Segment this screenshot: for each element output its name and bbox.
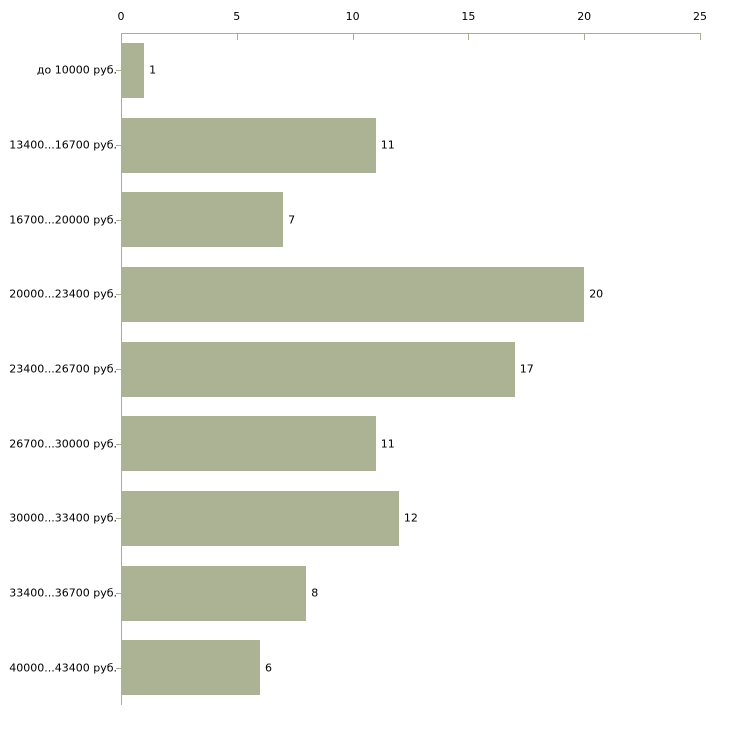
- y-axis-category-label: 23400...26700 руб.: [9, 362, 117, 376]
- bar[interactable]: [121, 490, 399, 546]
- y-axis-tick: [116, 70, 121, 72]
- bar[interactable]: [121, 42, 145, 98]
- x-axis-tick: [236, 33, 238, 40]
- bar-value-label: 17: [519, 362, 534, 376]
- x-axis-tick: [468, 33, 470, 40]
- bar[interactable]: [121, 192, 284, 248]
- bar-value-label: 11: [380, 437, 395, 451]
- bar-value-label: 7: [288, 213, 296, 227]
- y-axis-tick: [116, 443, 121, 445]
- bar[interactable]: [121, 117, 376, 173]
- plot-area: [121, 33, 700, 705]
- x-axis-tick-label: 0: [117, 10, 125, 23]
- y-axis-category-label: 40000...43400 руб.: [9, 661, 117, 675]
- y-axis-tick: [116, 145, 121, 146]
- x-axis-tick-label: 15: [461, 10, 476, 23]
- bar-value-label: 6: [264, 661, 272, 675]
- bar-value-label: 11: [380, 138, 395, 152]
- y-axis-tick: [116, 518, 121, 520]
- x-axis-tick: [584, 33, 586, 40]
- bar[interactable]: [121, 341, 515, 397]
- x-axis-tick: [700, 33, 701, 40]
- y-axis-category-label: 16700...20000 руб.: [9, 213, 117, 227]
- x-axis-tick-label: 20: [577, 10, 592, 23]
- bar[interactable]: [121, 266, 585, 322]
- y-axis-category-label: до 10000 руб.: [36, 63, 117, 77]
- y-axis-category-label: 33400...36700 руб.: [9, 586, 117, 600]
- bar[interactable]: [121, 640, 260, 696]
- x-axis-tick-label: 10: [345, 10, 360, 23]
- y-axis-tick: [116, 593, 121, 594]
- x-axis-tick: [352, 33, 354, 40]
- bar[interactable]: [121, 416, 376, 472]
- y-axis-category-label: 30000...33400 руб.: [9, 511, 117, 525]
- x-axis-line: [121, 33, 700, 34]
- y-axis-category-label: 13400...16700 руб.: [9, 138, 117, 152]
- bar-value-label: 1: [149, 63, 157, 77]
- bar-value-label: 12: [403, 511, 418, 525]
- bar-value-label: 20: [589, 287, 604, 301]
- y-axis-category-label: 20000...23400 руб.: [9, 287, 117, 301]
- y-axis-category-label: 26700...30000 руб.: [9, 437, 117, 451]
- bar-value-label: 8: [311, 586, 319, 600]
- x-axis-tick-label: 5: [233, 10, 241, 23]
- x-axis-tick-label: 25: [693, 10, 707, 23]
- y-axis-tick: [116, 667, 121, 669]
- y-axis-tick: [116, 219, 121, 221]
- y-axis-tick: [116, 369, 121, 370]
- bar[interactable]: [121, 565, 307, 621]
- y-axis-tick: [116, 294, 121, 296]
